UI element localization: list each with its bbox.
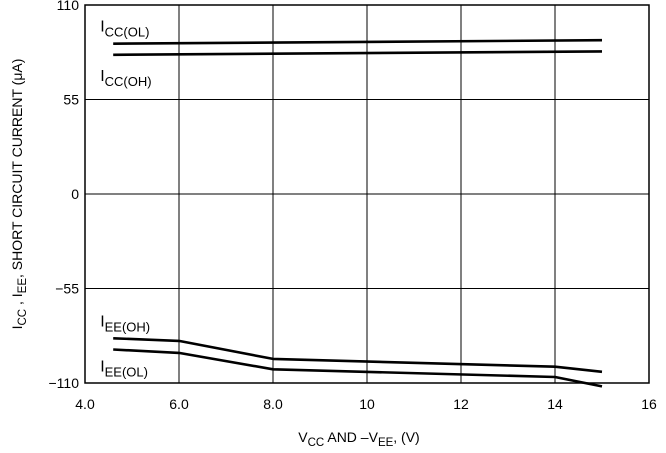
x-axis-label-main: V — [298, 429, 308, 445]
series-label: IEE(OH) — [100, 313, 150, 334]
series-label: IEE(OL) — [100, 358, 148, 379]
x-tick-label: 4.0 — [75, 396, 95, 412]
x-axis-label-tail: , (V) — [393, 429, 419, 445]
x-axis-label: VCC AND –VEE, (V) — [298, 429, 419, 449]
x-axis-label-mid: AND –V — [324, 429, 378, 445]
series-labels: ICC(OL) ICC(OH) IEE(OH) IEE(OL) — [100, 19, 151, 380]
y-tick-label: 110 — [57, 0, 80, 13]
x-tick-label: 8.0 — [263, 396, 283, 412]
x-tick-label: 12 — [453, 396, 469, 412]
x-tick-label: 16 — [641, 396, 657, 412]
series-line — [113, 337, 603, 374]
y-axis-label-s1: CC — [17, 309, 29, 326]
plot-frame — [84, 4, 650, 384]
series-layer — [113, 38, 603, 388]
y-tick-label: 55 — [63, 92, 79, 108]
y-axis-label-p1: I — [9, 326, 25, 330]
series-label: ICC(OL) — [100, 19, 149, 40]
y-tick-label: −110 — [49, 375, 80, 391]
y-tick-labels: 110 55 0 −55 −110 — [49, 0, 80, 391]
y-axis-label-p2: , I — [9, 293, 25, 309]
y-axis-label-s2: EE — [17, 278, 29, 294]
series-line — [113, 348, 603, 388]
x-tick-labels: 4.0 6.0 8.0 10 12 14 16 — [75, 396, 657, 412]
y-tick-label: 0 — [71, 186, 79, 202]
series-line — [113, 38, 603, 45]
x-tick-label: 14 — [547, 396, 563, 412]
series-label: ICC(OH) — [100, 68, 151, 89]
x-axis-label-sub2: EE — [378, 437, 394, 449]
x-tick-label: 6.0 — [169, 396, 189, 412]
x-axis-label-sub1: CC — [308, 437, 325, 449]
chart-grid — [85, 5, 649, 383]
y-axis-label-p3: , SHORT CIRCUIT CURRENT (μA) — [9, 59, 25, 278]
y-axis-label: ICC , IEE, SHORT CIRCUIT CURRENT (μA) — [9, 59, 29, 330]
x-tick-label: 10 — [359, 396, 375, 412]
series-line — [113, 50, 603, 57]
y-tick-label: −55 — [55, 281, 79, 297]
